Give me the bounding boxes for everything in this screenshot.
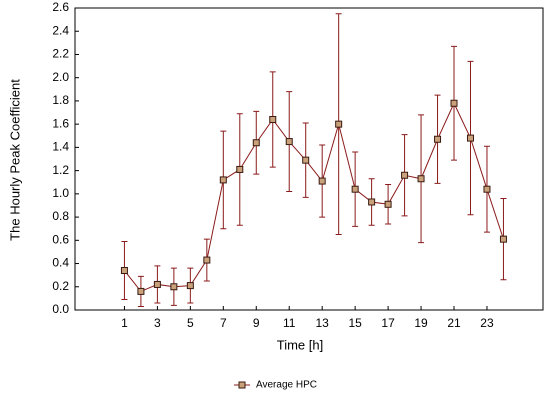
marker [401, 171, 409, 179]
y-tick-label: 1.8 [52, 93, 69, 107]
x-tick-label: 7 [220, 316, 227, 330]
marker [236, 165, 244, 173]
x-tick-label: 17 [381, 316, 395, 330]
legend-label: Average HPC [256, 380, 317, 391]
x-tick-label: 3 [154, 316, 161, 330]
marker [466, 134, 474, 142]
x-tick-label: 5 [187, 316, 194, 330]
y-tick-label: 0.6 [52, 232, 69, 246]
marker [351, 185, 359, 193]
marker [269, 116, 277, 124]
marker [450, 99, 458, 107]
marker [434, 135, 442, 143]
y-tick-label: 1.4 [52, 140, 69, 154]
y-axis-label: The Hourly Peak Coefficient [7, 79, 22, 241]
marker [203, 256, 211, 264]
y-tick-label: 0.0 [52, 302, 69, 316]
x-tick-label: 9 [253, 316, 260, 330]
y-tick-label: 1.6 [52, 116, 69, 130]
marker [170, 283, 178, 291]
marker [285, 138, 293, 146]
marker [252, 139, 260, 147]
y-tick-label: 2.0 [52, 70, 69, 84]
x-tick-label: 19 [414, 316, 428, 330]
marker [219, 176, 227, 184]
y-tick-label: 0.2 [52, 279, 69, 293]
y-tick-label: 2.4 [52, 23, 69, 37]
y-tick-label: 0.8 [52, 209, 69, 223]
marker [335, 120, 343, 128]
y-tick-label: 2.6 [52, 0, 69, 14]
marker [186, 282, 194, 290]
x-tick-label: 23 [480, 316, 494, 330]
x-tick-label: 13 [316, 316, 330, 330]
y-tick-label: 0.4 [52, 256, 69, 270]
marker [153, 280, 161, 288]
marker [384, 200, 392, 208]
x-axis-label: Time [h] [277, 337, 323, 352]
y-tick-label: 2.2 [52, 47, 69, 61]
x-tick-label: 11 [283, 316, 296, 330]
y-tick-label: 1.0 [52, 186, 69, 200]
marker [120, 267, 128, 275]
x-tick-label: 1 [121, 316, 128, 330]
marker [137, 287, 145, 295]
marker [499, 235, 507, 243]
marker [302, 156, 310, 164]
marker [483, 185, 491, 193]
x-tick-label: 15 [348, 316, 362, 330]
marker [417, 175, 425, 183]
x-tick-label: 21 [447, 316, 461, 330]
marker [368, 198, 376, 206]
legend-marker [238, 381, 246, 389]
plot-frame [74, 7, 544, 311]
y-tick-label: 1.2 [52, 163, 69, 177]
marker [318, 177, 326, 185]
series-line [124, 102, 504, 293]
